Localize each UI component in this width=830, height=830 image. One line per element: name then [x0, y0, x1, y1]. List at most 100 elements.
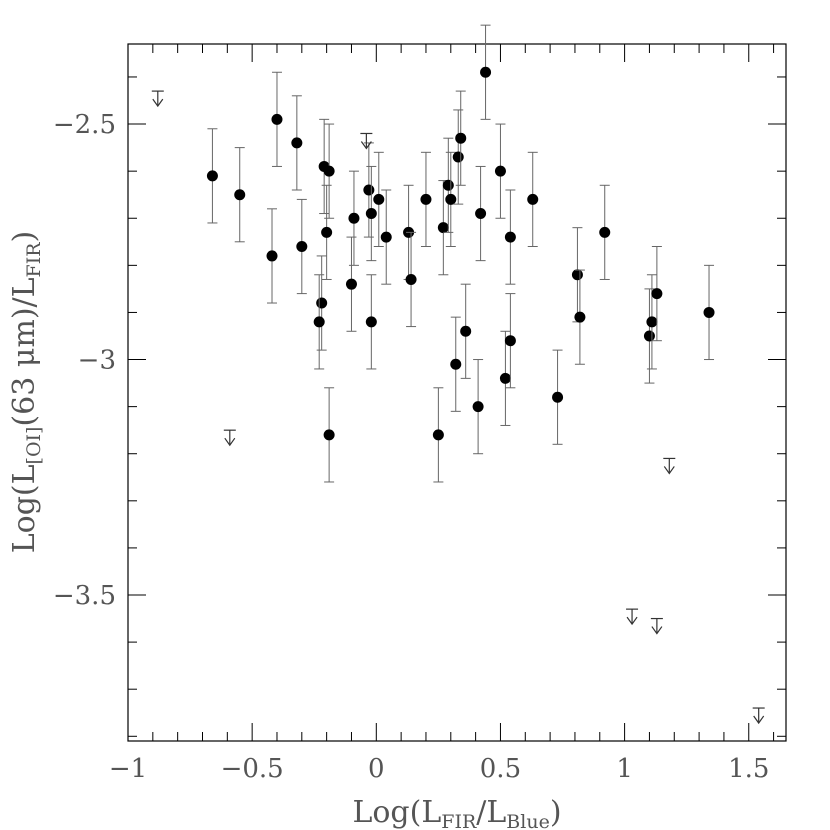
data-point [348, 170, 360, 266]
data-marker [321, 226, 333, 238]
data-point [420, 151, 432, 248]
data-point [527, 151, 539, 248]
data-marker [363, 184, 375, 196]
data-marker [365, 208, 377, 220]
limit-head [360, 141, 372, 150]
x-tick-label: −1 [109, 754, 147, 784]
limit-head [663, 466, 675, 475]
data-marker [271, 113, 283, 125]
data-point [445, 151, 457, 248]
data-marker [206, 170, 218, 182]
limit-head [651, 626, 663, 635]
data-point [571, 227, 583, 323]
y-tick-label: −3 [78, 346, 116, 376]
upper-limit-arrow [663, 457, 676, 475]
limit-head [753, 715, 765, 725]
data-point [455, 90, 467, 186]
data-point [452, 109, 464, 205]
data-marker [323, 165, 335, 177]
data-point [646, 274, 658, 370]
data-point [321, 184, 333, 280]
data-point [599, 184, 611, 280]
upper-limit-arrow [151, 90, 164, 108]
data-point [651, 246, 663, 342]
data-marker [405, 273, 417, 285]
data-marker [571, 269, 583, 281]
data-marker [480, 66, 492, 78]
data-marker [651, 288, 663, 300]
x-axis-label: Log(LFIR/LBlue) [352, 795, 561, 830]
data-marker [348, 212, 360, 224]
data-marker [504, 335, 516, 347]
data-point [405, 231, 417, 328]
upper-limit-arrow [360, 132, 373, 150]
data-point [494, 123, 506, 219]
data-point [432, 387, 444, 483]
data-point [296, 198, 308, 295]
data-point [504, 293, 516, 389]
y-tick-label: −2.5 [53, 110, 116, 140]
data-marker [574, 311, 586, 323]
data-marker [380, 231, 392, 243]
data-points [206, 24, 715, 483]
data-point [574, 269, 586, 365]
data-marker [437, 222, 449, 234]
x-tick-label: 1 [616, 754, 633, 784]
data-marker [460, 325, 472, 337]
data-marker [646, 316, 658, 328]
data-point [373, 151, 385, 248]
data-marker [345, 278, 357, 290]
data-point [380, 189, 392, 285]
x-tick-label: 0.5 [480, 754, 521, 784]
data-point [365, 274, 377, 370]
data-marker [291, 137, 303, 149]
data-point [475, 165, 487, 262]
data-marker [552, 391, 564, 403]
data-marker [445, 193, 457, 205]
data-marker [296, 241, 308, 253]
data-point [206, 128, 218, 224]
data-marker [442, 179, 454, 191]
data-marker [643, 330, 655, 342]
data-point [291, 95, 303, 191]
data-point [472, 359, 484, 455]
x-tick-label: −0.5 [221, 754, 284, 784]
data-marker [316, 297, 328, 309]
data-point [266, 208, 278, 304]
upper-limit-arrow [626, 608, 639, 626]
data-point [365, 165, 377, 262]
data-point [323, 387, 335, 483]
data-marker [323, 429, 335, 441]
data-point [480, 24, 492, 120]
data-marker [475, 208, 487, 220]
axis-ticks [127, 44, 786, 741]
y-axis-label: Log(L[OI](63 μm)/LFIR) [7, 231, 45, 554]
data-point [703, 264, 715, 361]
data-point [271, 71, 283, 167]
data-marker [499, 372, 511, 384]
data-marker [450, 358, 462, 370]
data-marker [452, 151, 464, 163]
data-point [499, 330, 511, 426]
data-point [363, 142, 375, 238]
data-point [323, 123, 335, 219]
data-point [316, 255, 328, 351]
data-point [234, 147, 246, 243]
plot-frame [127, 43, 787, 742]
data-point [313, 274, 325, 370]
data-marker [504, 231, 516, 243]
data-point [460, 283, 472, 379]
upper-limit-arrow [752, 707, 765, 725]
data-marker [599, 226, 611, 238]
x-tick-label: 1.5 [728, 754, 769, 784]
x-tick-label: 0 [368, 754, 385, 784]
data-point [345, 236, 357, 332]
data-marker [472, 401, 484, 413]
data-point [437, 180, 449, 276]
data-marker [365, 316, 377, 328]
limit-head [152, 98, 164, 108]
data-marker [313, 316, 325, 328]
upper-limit-arrow [223, 429, 236, 447]
data-point [552, 349, 564, 445]
